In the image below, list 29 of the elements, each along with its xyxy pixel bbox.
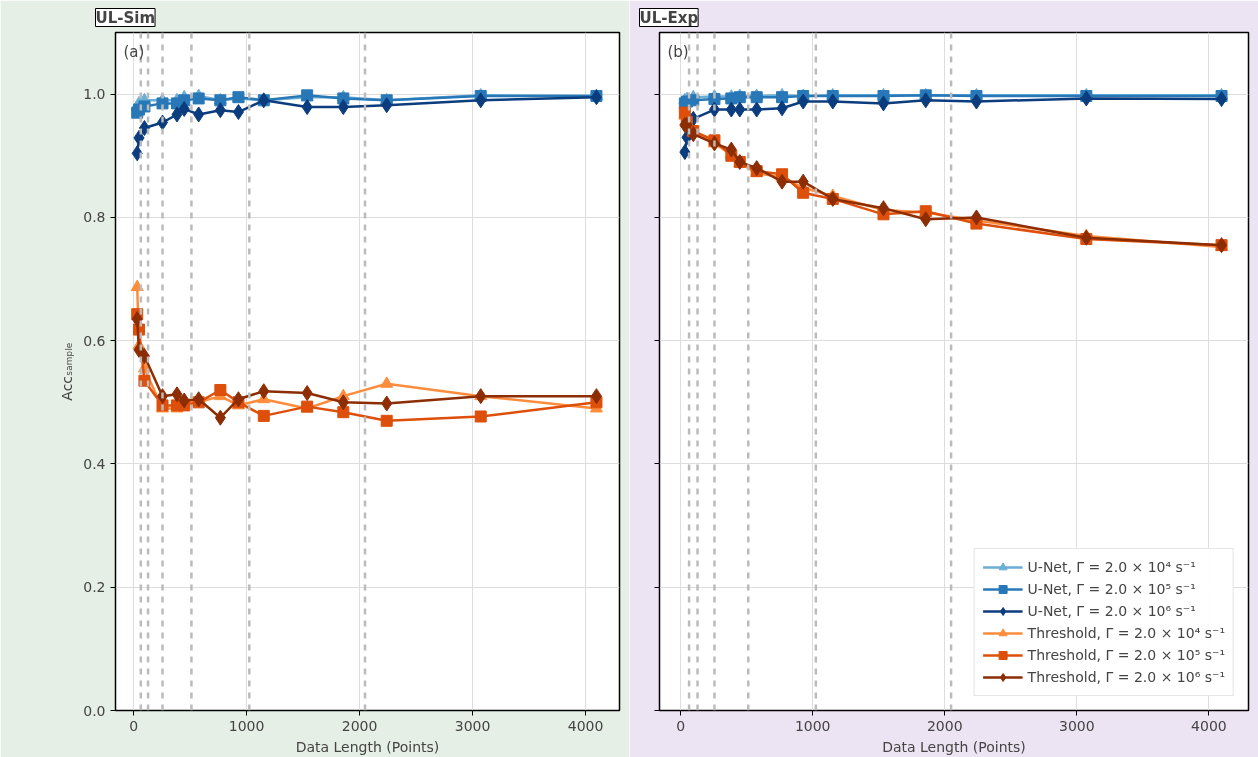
annotation: (a) bbox=[123, 42, 145, 61]
x-tick-label: 0 bbox=[129, 717, 139, 734]
legend-label: Threshold, Γ = 2.0 × 10⁶ s⁻¹ bbox=[1027, 669, 1225, 685]
legend-label: Threshold, Γ = 2.0 × 10⁵ s⁻¹ bbox=[1027, 647, 1225, 663]
legend-label: U-Net, Γ = 2.0 × 10⁶ s⁻¹ bbox=[1027, 603, 1196, 619]
x-tick-label: 2000 bbox=[341, 717, 378, 734]
chart-title: UL-Sim bbox=[95, 8, 156, 27]
y-tick-label: 0.0 bbox=[83, 702, 106, 719]
annotation: (b) bbox=[667, 42, 689, 61]
x-tick-label: 1000 bbox=[794, 717, 831, 734]
x-axis-title: Data Length (Points) bbox=[295, 738, 440, 755]
y-tick-label: 1.0 bbox=[83, 86, 106, 103]
x-tick-label: 2000 bbox=[926, 717, 963, 734]
x-tick-label: 1000 bbox=[228, 717, 265, 734]
x-tick-label: 4000 bbox=[567, 717, 604, 734]
y-tick-label: 0.6 bbox=[83, 332, 106, 349]
x-tick-label: 3000 bbox=[454, 717, 491, 734]
x-tick-label: 4000 bbox=[1191, 717, 1227, 734]
legend-label: U-Net, Γ = 2.0 × 10⁵ s⁻¹ bbox=[1027, 581, 1196, 597]
legend-label: U-Net, Γ = 2.0 × 10⁴ s⁻¹ bbox=[1027, 559, 1196, 575]
y-tick-label: 0.2 bbox=[83, 579, 106, 596]
x-axis-title: Data Length (Points) bbox=[882, 738, 1026, 755]
y-axis-title: Accₛₐₘₚₗₑ bbox=[59, 342, 76, 401]
y-tick-label: 0.8 bbox=[83, 209, 106, 226]
x-tick-label: 3000 bbox=[1059, 717, 1095, 734]
legend-label: Threshold, Γ = 2.0 × 10⁴ s⁻¹ bbox=[1027, 625, 1225, 641]
y-tick-label: 0.4 bbox=[83, 455, 106, 472]
chart-title: UL-Exp bbox=[639, 8, 699, 27]
x-tick-label: 0 bbox=[676, 717, 686, 734]
